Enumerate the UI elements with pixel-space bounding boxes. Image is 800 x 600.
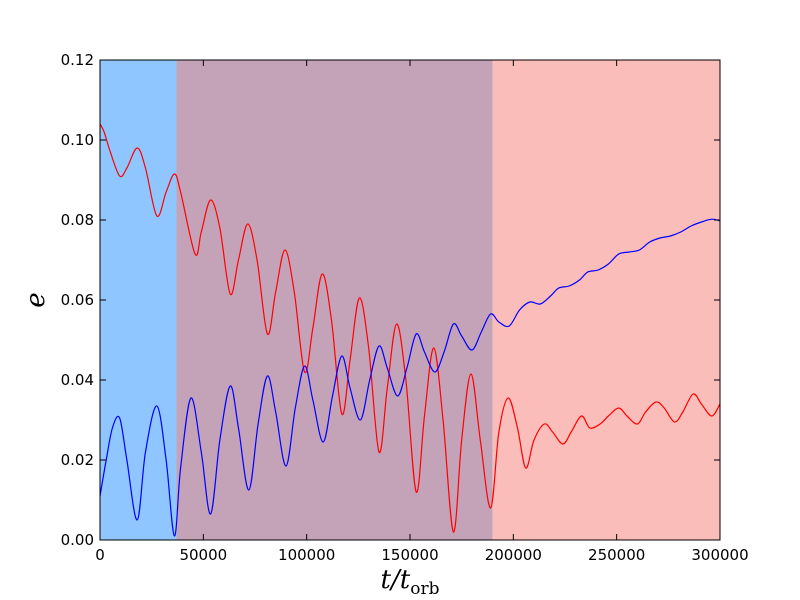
x-tick-label: 300000 <box>691 546 748 564</box>
y-tick-label: 0.12 <box>61 51 94 69</box>
x-tick-label: 0 <box>95 546 105 564</box>
x-tick-label: 50000 <box>179 546 227 564</box>
x-tick-label: 250000 <box>588 546 645 564</box>
y-tick-label: 0.06 <box>61 291 94 309</box>
plot-lines <box>99 123 721 537</box>
x-axis-label-main: t/t <box>381 565 411 595</box>
series-red-line <box>99 123 721 533</box>
y-tick-label: 0.04 <box>61 371 94 389</box>
x-axis-label-sub: orb <box>410 579 439 599</box>
y-tick-label: 0.10 <box>61 131 94 149</box>
background-region-2 <box>176 60 493 540</box>
y-tick-label: 0.08 <box>61 211 94 229</box>
background-regions <box>100 60 720 540</box>
x-axis-label: t/torb <box>381 565 440 599</box>
background-region-1 <box>100 60 177 540</box>
y-tick-label: 0.02 <box>61 451 94 469</box>
x-tick-label: 100000 <box>278 546 335 564</box>
x-tick-label: 150000 <box>381 546 438 564</box>
y-axis-ticks: 0.00 0.02 0.04 0.06 0.08 0.10 0.12 <box>61 51 720 549</box>
series-blue-line <box>99 218 721 537</box>
x-tick-label: 200000 <box>485 546 542 564</box>
y-tick-label: 0.00 <box>61 531 94 549</box>
x-axis-ticks: 0 50000 100000 150000 200000 250000 300000 <box>95 60 749 564</box>
background-region-3 <box>492 60 720 540</box>
y-axis-label: e <box>21 292 51 307</box>
